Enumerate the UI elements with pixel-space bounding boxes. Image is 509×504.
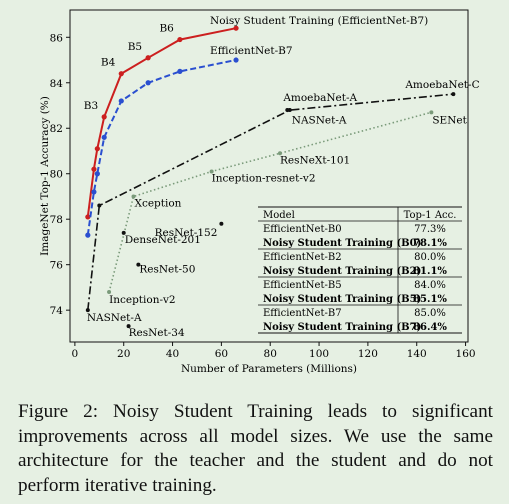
annotation-label: Inception-v2: [109, 294, 176, 306]
table-cell-model: EfficientNet-B2: [263, 252, 342, 263]
x-tick-label: 160: [456, 348, 476, 360]
annotation-label: NASNet-A: [87, 312, 142, 324]
series-point-2: [85, 308, 90, 313]
annotation-label: ResNet-152: [155, 227, 218, 239]
x-axis-label: Number of Parameters (Millions): [181, 363, 357, 375]
series-point-1: [101, 134, 107, 140]
annotation-label: ResNet-50: [139, 264, 195, 276]
table-cell-accuracy: 81.1%: [413, 266, 447, 277]
extra-point: [219, 221, 224, 226]
annotation-label: NASNet-A: [292, 114, 347, 126]
series-point-2: [97, 203, 102, 208]
series-point-1: [145, 80, 151, 86]
extra-point: [285, 108, 290, 113]
table-cell-model: Noisy Student Training (B7): [263, 322, 421, 333]
table-cell-model: Noisy Student Training (B2): [263, 266, 421, 277]
series-point-2: [451, 92, 456, 97]
table-cell-model: Noisy Student Training (B5): [263, 294, 421, 305]
x-tick-label: 0: [72, 348, 79, 360]
extra-point: [121, 230, 126, 235]
table-cell-model: EfficientNet-B0: [263, 224, 342, 235]
figure-caption: Figure 2: Noisy Student Training leads t…: [18, 401, 493, 496]
table-header-accuracy: Top-1 Acc.: [404, 210, 457, 221]
series-point-0: [94, 146, 100, 152]
y-tick-label: 80: [50, 169, 63, 181]
x-tick-label: 120: [358, 348, 378, 360]
table-cell-accuracy: 85.0%: [414, 308, 446, 319]
series-line-1: [86, 59, 237, 236]
series-point-1: [85, 232, 91, 238]
annotation-label: Xception: [134, 197, 181, 209]
series-point-0: [85, 214, 91, 220]
table-cell-accuracy: 80.0%: [414, 252, 446, 263]
annotation-label: SENet: [432, 114, 467, 126]
y-tick-label: 84: [50, 78, 64, 90]
series-point-0: [145, 55, 151, 61]
annotation-label: AmoebaNet-A: [282, 92, 357, 104]
annotation-label: Inception-resnet-v2: [212, 172, 316, 184]
point-label: B6: [159, 23, 174, 35]
table-cell-accuracy: 85.1%: [413, 294, 447, 305]
table-cell-accuracy: 86.4%: [413, 322, 447, 333]
y-tick-label: 86: [50, 32, 64, 44]
table-background: [258, 207, 462, 333]
plot-frame: [69, 9, 469, 343]
x-tick-label: 100: [309, 348, 329, 360]
annotation-label: Noisy Student Training (EfficientNet-B7): [210, 15, 428, 27]
series-point-0: [177, 36, 183, 43]
annotation-label: ResNeXt-101: [280, 154, 350, 166]
series-point-1: [91, 189, 97, 195]
series-point-3: [131, 194, 136, 199]
table-cell-model: EfficientNet-B7: [263, 308, 342, 319]
series-point-1: [233, 57, 239, 63]
series-point-3: [429, 110, 434, 115]
series-point-0: [233, 25, 239, 31]
series-point-3: [277, 151, 282, 156]
x-tick-label: 40: [166, 348, 179, 360]
y-tick-label: 78: [50, 214, 63, 226]
x-tick-label: 20: [117, 348, 130, 360]
point-label: B4: [101, 57, 116, 69]
y-tick-label: 74: [50, 305, 64, 317]
y-axis-label: ImageNet Top-1 Accuracy (%): [39, 96, 51, 256]
x-tick-label: 140: [407, 348, 427, 360]
annotation-label: DenseNet-201: [125, 234, 201, 246]
series-point-0: [118, 71, 124, 77]
series-point-0: [91, 166, 97, 172]
table-cell-accuracy: 77.3%: [414, 224, 446, 235]
y-tick-label: 82: [50, 123, 63, 135]
extra-point: [136, 262, 141, 267]
annotation-label: ResNet-34: [129, 327, 185, 339]
point-label: B3: [84, 100, 98, 112]
series-point-1: [177, 68, 183, 74]
table-cell-accuracy: 78.1%: [413, 238, 447, 249]
table-header-model: Model: [263, 210, 295, 221]
table-cell-accuracy: 84.0%: [414, 280, 446, 291]
table-cell-model: Noisy Student Training (B0): [263, 238, 421, 249]
series-point-0: [101, 114, 107, 120]
x-tick-label: 80: [264, 348, 277, 360]
series-line-2: [87, 93, 454, 311]
series-line-0: [86, 27, 237, 218]
table-cell-model: EfficientNet-B5: [263, 280, 342, 291]
extra-point: [126, 324, 131, 329]
series-point-1: [94, 171, 100, 177]
series-point-1: [118, 98, 124, 104]
x-tick-label: 60: [215, 348, 228, 360]
series-point-3: [209, 169, 214, 174]
series-point-3: [107, 289, 112, 294]
annotation-label: EfficientNet-B7: [210, 45, 292, 57]
y-tick-label: 76: [50, 260, 64, 272]
point-label: B5: [128, 41, 142, 53]
annotation-label: AmoebaNet-C: [404, 79, 479, 91]
